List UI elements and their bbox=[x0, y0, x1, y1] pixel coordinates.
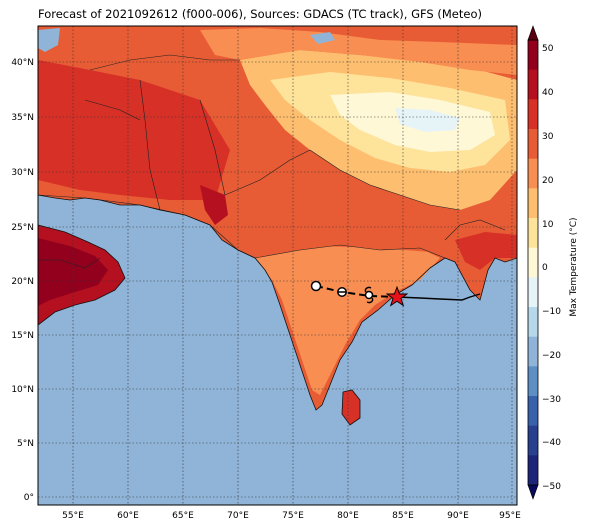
lon-label-75e: 75°E bbox=[282, 511, 304, 521]
track-point-circle-minus bbox=[337, 287, 347, 297]
lat-label-0: 0° bbox=[24, 493, 34, 503]
lon-label-85e: 85°E bbox=[392, 511, 414, 521]
cb-tick-20: 20 bbox=[542, 176, 554, 186]
cb-tick-minus10: −10 bbox=[542, 307, 561, 317]
lat-label-15n: 15°N bbox=[11, 331, 34, 341]
colorbar-blocks bbox=[528, 40, 538, 486]
observed-track-line bbox=[396, 293, 481, 301]
lat-label-40n: 40°N bbox=[11, 58, 34, 68]
caspian-sea bbox=[38, 28, 60, 52]
colorbar-block bbox=[528, 218, 538, 249]
graticule bbox=[38, 26, 517, 505]
cb-tick-minus40: −40 bbox=[542, 438, 561, 448]
storm-position-star-icon bbox=[385, 285, 409, 307]
map-frame bbox=[37, 25, 518, 506]
colorbar-block bbox=[528, 99, 538, 130]
cb-tick-0: 0 bbox=[542, 263, 548, 273]
colorbar-block bbox=[528, 307, 538, 338]
sri-lanka bbox=[342, 390, 360, 425]
lat-label-25n: 25°N bbox=[11, 223, 34, 233]
cb-tick-50: 50 bbox=[542, 44, 554, 54]
coastlines bbox=[38, 194, 517, 426]
lon-label-80e: 80°E bbox=[337, 511, 359, 521]
colorbar-block bbox=[528, 188, 538, 219]
lat-label-20n: 20°N bbox=[11, 277, 34, 287]
colorbar-block bbox=[528, 247, 538, 278]
cb-tick-minus20: −20 bbox=[542, 351, 561, 361]
tc-track bbox=[310, 280, 481, 307]
colorbar-block bbox=[528, 40, 538, 71]
colorbar-label: Max Temperature (°C) bbox=[569, 217, 579, 316]
lat-label-35n: 35°N bbox=[11, 113, 34, 123]
map-title: Forecast of 2021092612 (f000-006), Sourc… bbox=[38, 7, 482, 21]
colorbar-frame bbox=[527, 39, 539, 486]
colorbar-block bbox=[528, 366, 538, 397]
colorbar-block bbox=[528, 425, 538, 456]
track-point-cyclone-symbol bbox=[364, 286, 374, 304]
colorbar-tick-labels: 50 40 30 20 10 0 −10 −20 −30 −40 −50 bbox=[542, 44, 561, 492]
colorbar-min-arrow bbox=[527, 484, 539, 500]
lat-label-30n: 30°N bbox=[11, 168, 34, 178]
cb-tick-30: 30 bbox=[542, 132, 554, 142]
colorbar-block bbox=[528, 158, 538, 189]
lat-label-5n: 5°N bbox=[17, 439, 34, 449]
colorbar-block bbox=[528, 129, 538, 160]
map-panel bbox=[38, 26, 517, 505]
cb-tick-minus50: −50 bbox=[542, 482, 561, 492]
lon-label-55e: 55°E bbox=[62, 511, 84, 521]
forecast-track-line bbox=[315, 285, 398, 298]
lon-label-95e: 95°E bbox=[499, 511, 521, 521]
lon-label-65e: 65°E bbox=[172, 511, 194, 521]
lat-label-10n: 10°N bbox=[11, 385, 34, 395]
cb-tick-minus30: −30 bbox=[542, 395, 561, 405]
latitude-labels: 0° 5°N 10°N 15°N 20°N 25°N 30°N 35°N 40°… bbox=[11, 58, 34, 503]
colorbar-max-arrow bbox=[527, 25, 539, 41]
colorbar-block bbox=[528, 69, 538, 100]
colorbar-block bbox=[528, 336, 538, 367]
colorbar-block bbox=[528, 396, 538, 427]
lon-label-90e: 90°E bbox=[447, 511, 469, 521]
lon-label-60e: 60°E bbox=[117, 511, 139, 521]
longitude-labels: 55°E 60°E 65°E 70°E 75°E 80°E 85°E 90°E … bbox=[62, 511, 521, 521]
cb-tick-10: 10 bbox=[542, 220, 554, 230]
colorbar-block bbox=[528, 277, 538, 308]
track-point-open-circle bbox=[310, 280, 322, 292]
colorbar-block bbox=[528, 455, 538, 486]
colorbar: 50 40 30 20 10 0 −10 −20 −30 −40 −50 Max… bbox=[527, 25, 579, 500]
cb-tick-40: 40 bbox=[542, 88, 554, 98]
lon-label-70e: 70°E bbox=[227, 511, 249, 521]
